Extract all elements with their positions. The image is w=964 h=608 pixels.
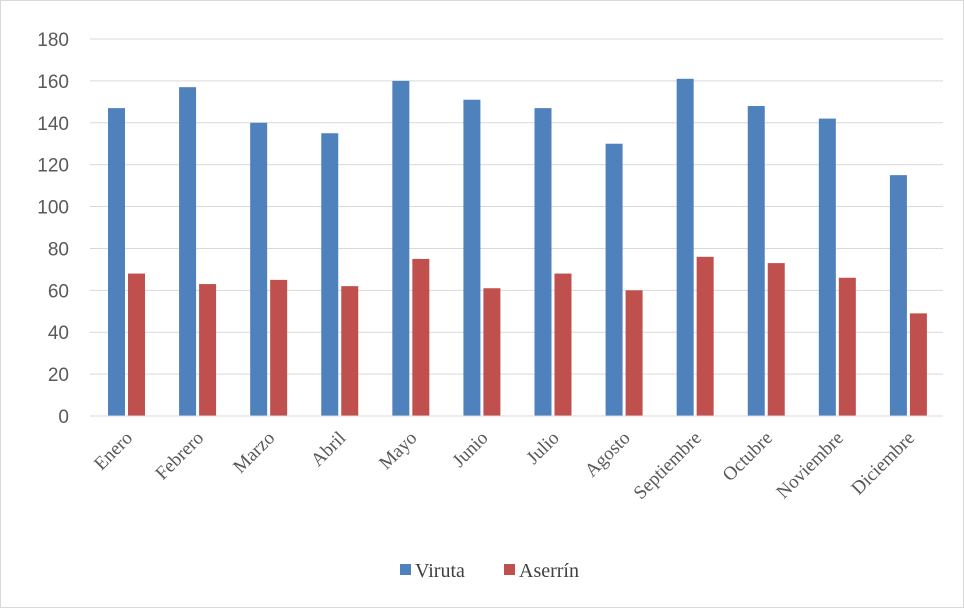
- y-tick-label-160: 160: [37, 72, 69, 93]
- x-tick-label-julio: Julio: [523, 428, 564, 469]
- x-tick-label-febrero: Febrero: [152, 428, 209, 485]
- bar-aserrn-junio: [483, 288, 501, 416]
- y-tick-label-20: 20: [48, 365, 69, 386]
- bar-aserrn-septiembre: [696, 256, 714, 416]
- x-tick-label-enero: Enero: [90, 428, 137, 475]
- bar-aserrn-agosto: [625, 290, 643, 416]
- x-tick-label-abril: Abril: [307, 428, 350, 471]
- legend-swatch-aserrn: [504, 564, 515, 575]
- bar-aserrn-julio: [554, 273, 572, 416]
- bar-aserrn-abril: [341, 286, 359, 416]
- legend-swatch-viruta: [400, 564, 411, 575]
- x-tick-label-marzo: Marzo: [229, 428, 279, 478]
- bar-viruta-julio: [534, 108, 552, 416]
- bar-viruta-abril: [321, 133, 339, 416]
- x-axis-labels: Enero Febrero Marzo Abril Mayo Junio Julio Agos…: [90, 428, 919, 504]
- y-tick-label-40: 40: [48, 323, 69, 344]
- x-tick-label-octubre: Octubre: [719, 428, 777, 486]
- bar-aserrn-mayo: [412, 258, 430, 416]
- bar-aserrn-noviembre: [838, 277, 856, 416]
- bar-viruta-marzo: [250, 122, 268, 417]
- bar-viruta-diciembre: [889, 175, 907, 416]
- bar-viruta-junio: [463, 99, 481, 416]
- bar-aserrn-enero: [128, 273, 145, 416]
- y-tick-label-60: 60: [48, 281, 69, 302]
- bar-viruta-febrero: [179, 87, 197, 416]
- bar-viruta-enero: [108, 108, 125, 416]
- bar-viruta-agosto: [605, 143, 623, 416]
- bar-viruta-septiembre: [676, 78, 694, 417]
- x-tick-label-septiembre: Septiembre: [630, 428, 706, 504]
- bar-viruta-mayo: [392, 80, 410, 416]
- bar-viruta-octubre: [747, 106, 765, 417]
- gridlines: [90, 38, 943, 375]
- x-tick-label-junio: Junio: [449, 428, 493, 472]
- bar-viruta-noviembre: [818, 118, 836, 416]
- x-tick-label-agosto: Agosto: [581, 428, 635, 482]
- y-tick-label-100: 100: [37, 198, 69, 219]
- y-tick-label-120: 120: [37, 156, 69, 177]
- y-tick-label-80: 80: [48, 239, 69, 260]
- x-tick-label-noviembre: Noviembre: [773, 428, 848, 503]
- x-tick-label-mayo: Mayo: [375, 428, 421, 474]
- legend-label-viruta: Viruta: [415, 560, 465, 582]
- legend: Viruta Aserrín: [400, 560, 579, 582]
- bar-aserrn-diciembre: [909, 313, 927, 416]
- bar-aserrn-febrero: [199, 284, 217, 416]
- bar-aserrn-marzo: [270, 279, 288, 416]
- y-tick-label-180: 180: [37, 30, 69, 51]
- legend-label-aserrn: Aserrín: [519, 560, 579, 582]
- bars: [108, 78, 927, 417]
- y-tick-label-140: 140: [37, 114, 69, 135]
- x-tick-label-diciembre: Diciembre: [847, 428, 919, 500]
- y-axis-ticks: 0 20 40 60 80 100 120 140 160 180: [37, 30, 69, 428]
- bar-aserrn-octubre: [767, 263, 785, 416]
- y-tick-label-0: 0: [58, 407, 69, 428]
